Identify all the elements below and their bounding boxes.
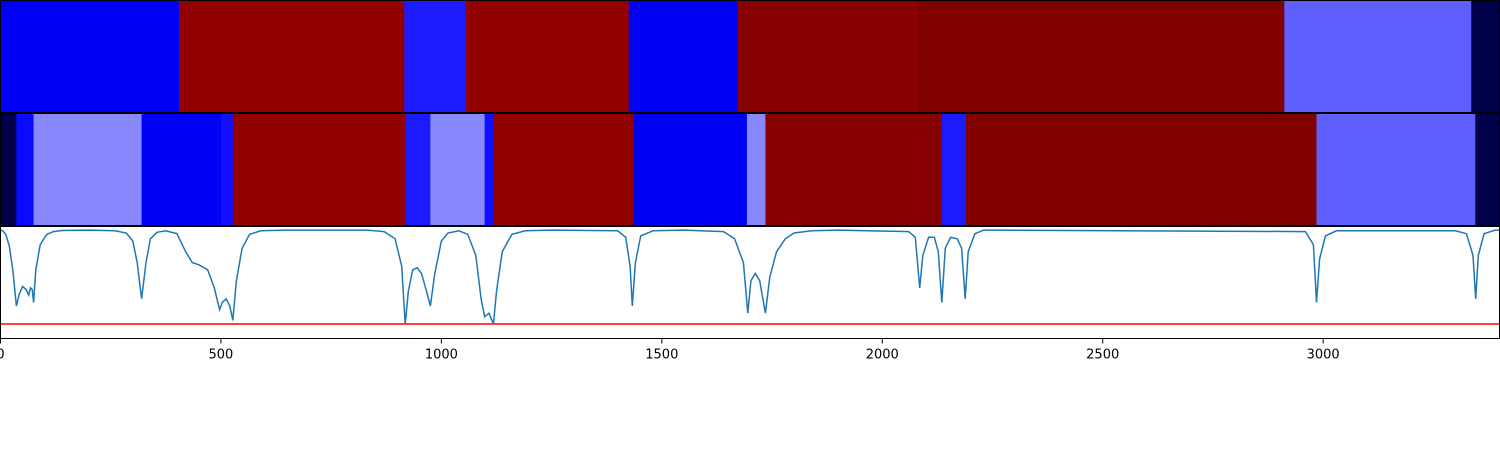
segment-1-7 bbox=[917, 0, 1285, 113]
segment-1-9 bbox=[1471, 0, 1500, 113]
segment-1-2 bbox=[179, 0, 405, 113]
segment-2-11 bbox=[633, 113, 748, 226]
x-tick-label: 2500 bbox=[1086, 348, 1119, 363]
segment-2-3 bbox=[33, 113, 142, 226]
segment-2-6 bbox=[232, 113, 406, 226]
segment-2-18 bbox=[1475, 113, 1500, 226]
x-tick-label: 1500 bbox=[645, 348, 678, 363]
segment-2-8 bbox=[430, 113, 485, 226]
segment-2-14 bbox=[919, 113, 943, 226]
segment-1-6 bbox=[737, 0, 918, 113]
segment-row-1 bbox=[0, 0, 1500, 113]
segment-1-5 bbox=[628, 0, 738, 113]
segment-row-2 bbox=[0, 113, 1500, 226]
segment-2-10 bbox=[493, 113, 634, 226]
segment-2-17 bbox=[1316, 113, 1476, 226]
segment-2-9 bbox=[484, 113, 494, 226]
segment-2-7 bbox=[405, 113, 431, 226]
segment-1-1 bbox=[0, 0, 180, 113]
segment-1-8 bbox=[1284, 0, 1472, 113]
segment-1-3 bbox=[404, 0, 467, 113]
x-axis: 0 500 1000 1500 2000 2500 3000 bbox=[0, 338, 1340, 363]
line-panel bbox=[0, 226, 1500, 339]
segment-2-2 bbox=[16, 113, 34, 226]
segment-2-4 bbox=[141, 113, 222, 226]
segment-2-13 bbox=[765, 113, 921, 226]
segment-2-5 bbox=[220, 113, 234, 226]
segment-2-1 bbox=[0, 113, 17, 226]
segment-2-16 bbox=[966, 113, 1317, 226]
segment-2-12 bbox=[746, 113, 766, 226]
segment-2-15 bbox=[941, 113, 967, 226]
x-tick-label: 500 bbox=[209, 348, 234, 363]
x-tick-label: 0 bbox=[0, 348, 5, 363]
x-tick-label: 1000 bbox=[425, 348, 458, 363]
series-line bbox=[0, 229, 1500, 325]
segment-1-4 bbox=[466, 0, 630, 113]
x-tick-label: 3000 bbox=[1307, 348, 1340, 363]
x-tick-label: 2000 bbox=[866, 348, 899, 363]
